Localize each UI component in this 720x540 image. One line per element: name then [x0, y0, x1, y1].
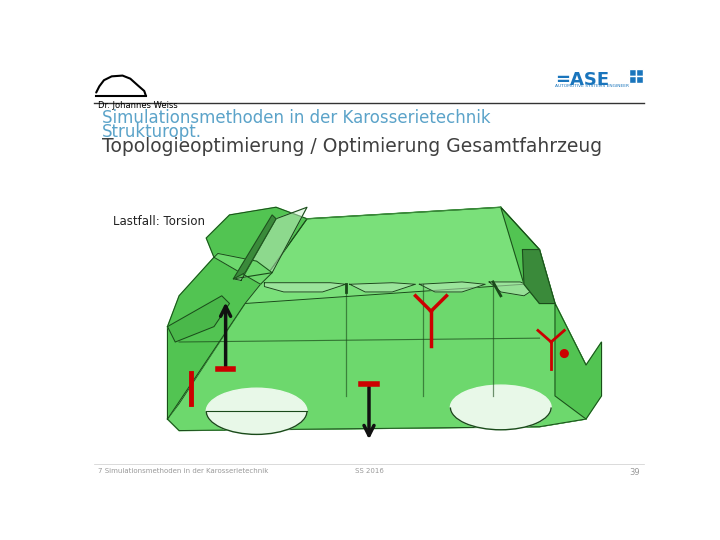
Text: Topologieoptimierung / Optimierung Gesamtfahrzeug: Topologieoptimierung / Optimierung Gesam…	[102, 137, 602, 156]
Polygon shape	[168, 365, 586, 430]
Text: 39: 39	[629, 468, 640, 477]
Circle shape	[560, 350, 568, 357]
Polygon shape	[245, 207, 539, 303]
Polygon shape	[233, 207, 307, 280]
Text: Simulationsmethoden in der Karosserietechnik: Simulationsmethoden in der Karosserietec…	[102, 110, 490, 127]
Polygon shape	[233, 215, 276, 279]
Ellipse shape	[206, 388, 307, 434]
Bar	[629, 76, 636, 83]
Text: SS 2016: SS 2016	[354, 468, 384, 474]
Polygon shape	[264, 283, 346, 292]
Bar	[629, 69, 636, 76]
Polygon shape	[96, 76, 145, 99]
Polygon shape	[523, 249, 555, 303]
Text: =ASE: =ASE	[555, 71, 609, 89]
Polygon shape	[500, 207, 555, 303]
Text: Dr. Johannes Weiss: Dr. Johannes Weiss	[98, 101, 178, 110]
Polygon shape	[168, 284, 586, 430]
Polygon shape	[206, 207, 307, 284]
Polygon shape	[419, 282, 485, 292]
Text: 7 Simulationsmethoden in der Karosserietechnik: 7 Simulationsmethoden in der Karosseriet…	[98, 468, 268, 474]
Polygon shape	[489, 282, 536, 296]
Polygon shape	[214, 253, 272, 284]
Polygon shape	[350, 283, 415, 292]
Ellipse shape	[451, 385, 551, 430]
Text: AUTOMOTIVE SYSTEMS ENGINEER: AUTOMOTIVE SYSTEMS ENGINEER	[555, 84, 629, 88]
Text: Strukturopt.: Strukturopt.	[102, 123, 202, 141]
Polygon shape	[168, 257, 261, 419]
Text: Lastfall: Torsion: Lastfall: Torsion	[113, 215, 205, 228]
Polygon shape	[555, 303, 601, 419]
Bar	[636, 76, 644, 83]
Bar	[636, 69, 644, 76]
Polygon shape	[168, 296, 230, 342]
